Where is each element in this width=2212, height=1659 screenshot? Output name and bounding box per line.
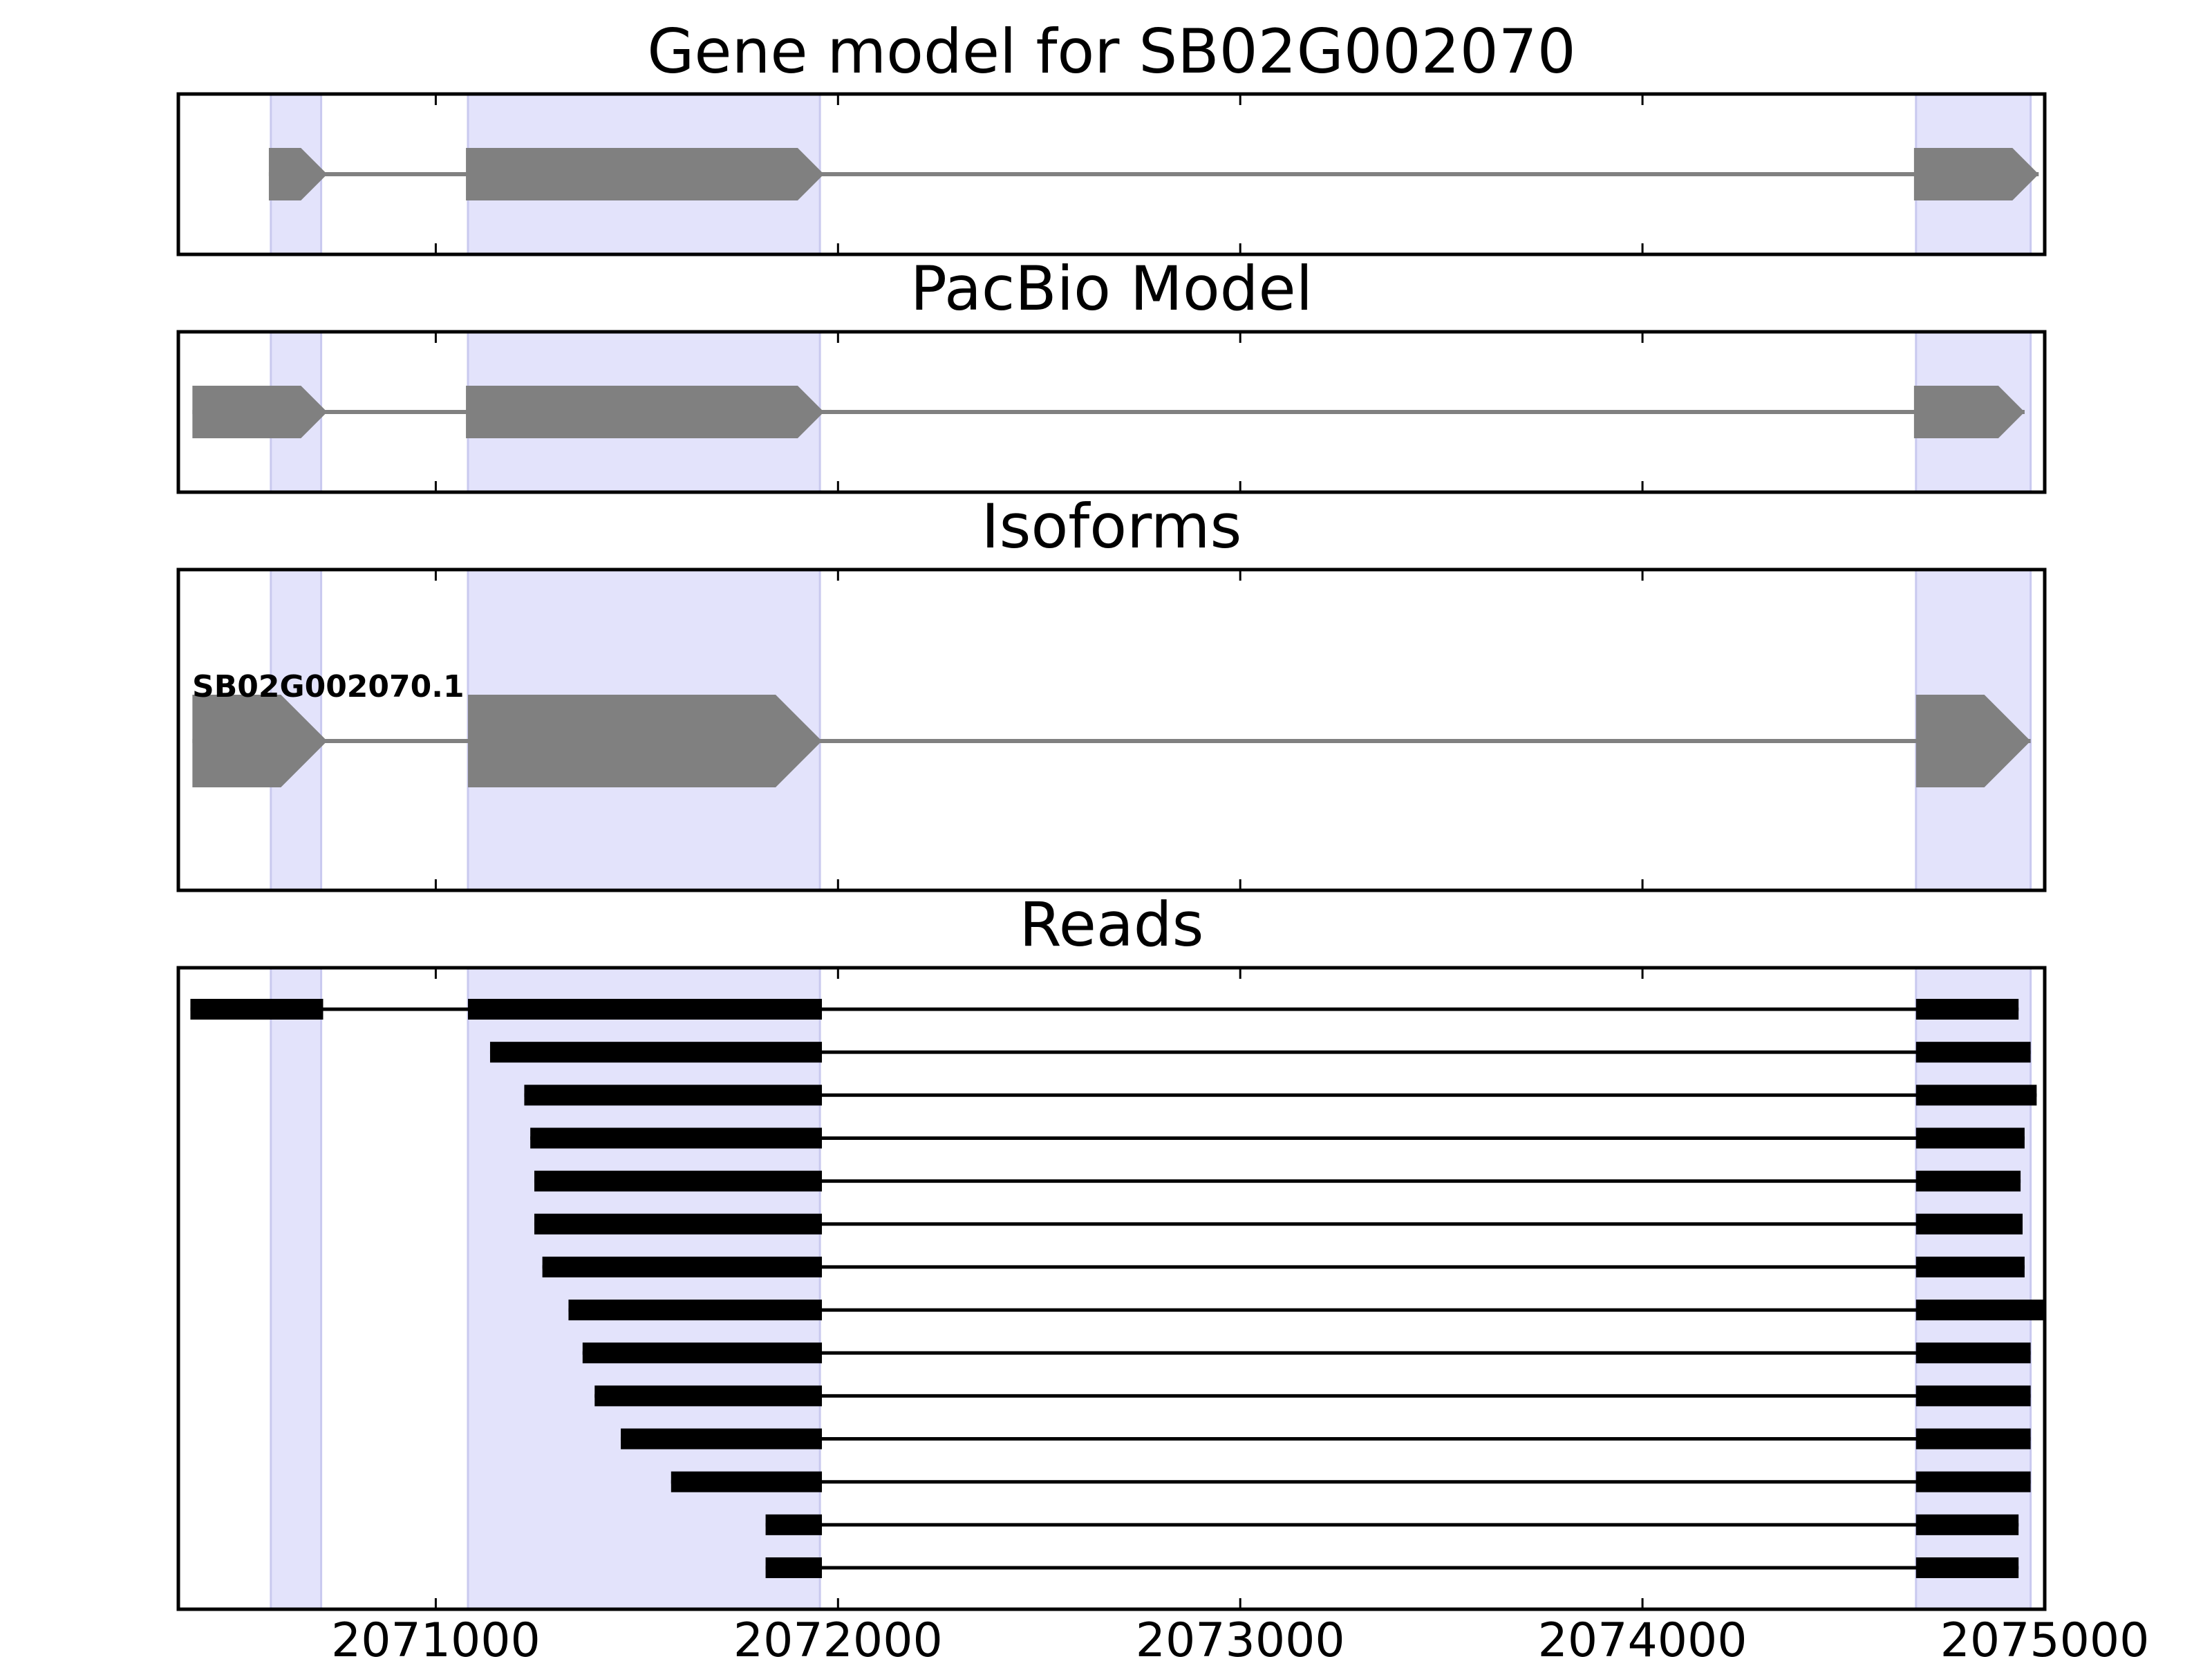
read-block-1 [524, 1085, 823, 1106]
read-block-2 [1915, 1213, 2023, 1235]
read-block-2 [1915, 1385, 2031, 1407]
pacbio-model-exon-3 [1913, 386, 2025, 438]
read-block-1 [489, 1042, 823, 1063]
read-block-1 [568, 1300, 823, 1321]
read-block-2 [1915, 1256, 2025, 1277]
read-13 [765, 1514, 2019, 1535]
read-7 [542, 1256, 2025, 1277]
x-tick-label: 2075000 [1940, 1613, 2150, 1659]
x-tick-label: 2074000 [1538, 1613, 1747, 1659]
read-1 [190, 999, 2019, 1020]
isoforms-panel: SB02G002070.1 Isoforms [176, 491, 2047, 892]
read-9 [582, 1342, 2031, 1364]
gene-model-exon-1 [268, 148, 328, 200]
read-block-2 [1915, 1042, 2031, 1063]
read-14 [765, 1557, 2019, 1578]
read-block-2 [1915, 1471, 2031, 1492]
read-block-2 [467, 999, 823, 1020]
gene-model-exon-2 [466, 148, 824, 200]
panel-title: Isoforms [982, 491, 1242, 562]
x-tick-label: 2073000 [1136, 1613, 1345, 1659]
highlight-band-3 [1915, 966, 2032, 1611]
read-block-2 [1915, 1127, 2025, 1149]
gene-model-panel: Gene model for SB02G002070 [176, 16, 2047, 256]
read-block-1 [190, 999, 324, 1020]
isoform-exon-1 [192, 695, 328, 787]
x-axis-tick-labels: 2071000 2072000 2073000 2074000 2075000 [331, 1613, 2149, 1659]
read-block-2 [1915, 1300, 2045, 1321]
read-block-1 [582, 1342, 823, 1364]
read-block-1 [534, 1170, 823, 1192]
read-block-2 [1915, 1428, 2031, 1450]
read-block-1 [765, 1557, 823, 1578]
read-block-1 [594, 1385, 823, 1407]
read-block-1 [621, 1428, 823, 1450]
read-3 [524, 1085, 2037, 1106]
axes-frame [176, 966, 2047, 1611]
highlight-band-1 [270, 966, 323, 1611]
read-block-2 [1915, 1342, 2031, 1364]
read-block-1 [765, 1514, 823, 1535]
x-tick-label: 2072000 [733, 1613, 943, 1659]
panel-title: PacBio Model [910, 253, 1313, 324]
read-11 [621, 1428, 2031, 1450]
isoform-exon-3 [1915, 695, 2031, 787]
read-block-1 [542, 1256, 823, 1277]
isoform-label: SB02G002070.1 [192, 669, 465, 704]
read-8 [568, 1300, 2045, 1321]
read-10 [594, 1385, 2031, 1407]
highlight-band-2 [467, 966, 821, 1611]
read-block-3 [1915, 999, 2019, 1020]
read-block-1 [530, 1127, 823, 1149]
read-2 [489, 1042, 2031, 1063]
read-block-2 [1915, 1085, 2037, 1106]
read-5 [534, 1170, 2021, 1192]
read-block-1 [534, 1213, 823, 1235]
x-tick-label: 2071000 [331, 1613, 541, 1659]
read-4 [530, 1127, 2025, 1149]
read-block-2 [1915, 1514, 2019, 1535]
axes-frame [176, 568, 2047, 892]
read-block-1 [671, 1471, 823, 1492]
read-12 [671, 1471, 2031, 1492]
panel-title: Reads [1020, 889, 1204, 960]
pacbio-model-panel: PacBio Model [176, 253, 2047, 494]
pacbio-model-exon-2 [466, 386, 824, 438]
axes-frame [176, 92, 2047, 256]
isoform-exon-2 [467, 695, 823, 787]
read-block-2 [1915, 1170, 2021, 1192]
read-block-2 [1915, 1557, 2019, 1578]
gene-model-exon-3 [1913, 148, 2039, 200]
read-6 [534, 1213, 2023, 1235]
panel-title: Gene model for SB02G002070 [647, 16, 1576, 87]
pacbio-model-exon-1 [192, 386, 328, 438]
reads-panel: Reads [176, 889, 2047, 1611]
axes-frame [176, 330, 2047, 494]
